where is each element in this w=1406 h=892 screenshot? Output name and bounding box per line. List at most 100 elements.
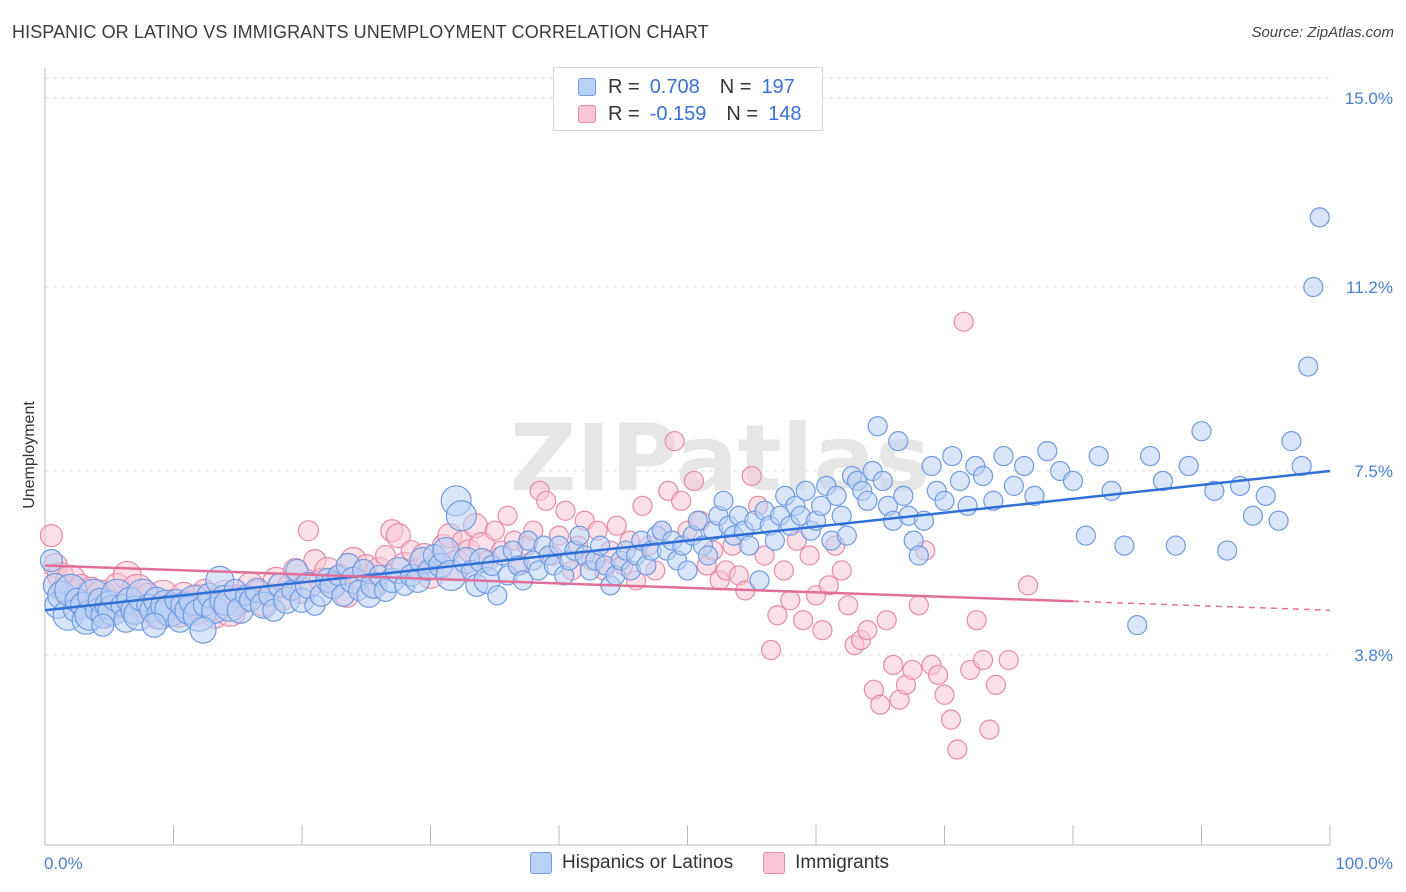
immigrants-point — [39, 524, 64, 548]
hispanics-point — [1075, 525, 1096, 546]
hispanics-point — [1152, 470, 1174, 492]
series-legend: Hispanics or Latinos Immigrants — [530, 852, 919, 874]
hispanics-point — [1281, 431, 1302, 452]
immigrants-point — [632, 495, 653, 516]
hispanics-point — [1303, 276, 1324, 298]
hispanics-trend-line — [44, 469, 1331, 612]
hispanics-point — [1114, 535, 1135, 556]
immigrants-point — [664, 431, 685, 452]
hispanics-point — [1037, 440, 1058, 462]
immigrants-point — [882, 654, 904, 676]
hispanics-point — [872, 470, 893, 492]
hispanics-point — [1242, 505, 1264, 526]
hispanics-point — [1309, 207, 1330, 228]
hispanics-point — [677, 560, 698, 581]
immigrants-point — [484, 520, 505, 541]
legend-n-label: N = — [726, 102, 759, 125]
immigrants-point — [857, 620, 878, 641]
y-tick-label: 15.0% — [1345, 89, 1393, 108]
series-label: Hispanics or Latinos — [562, 852, 734, 873]
immigrants-point — [767, 605, 788, 626]
immigrants-point — [985, 674, 1007, 695]
chart-title: HISPANIC OR LATINO VS IMMIGRANTS UNEMPLO… — [12, 22, 709, 42]
immigrants-point — [947, 739, 968, 760]
hispanics-point — [1014, 455, 1035, 477]
hispanics-point — [1062, 470, 1084, 492]
immigrants-point — [606, 515, 627, 536]
hispanics-point — [1268, 510, 1289, 531]
immigrants-point — [754, 545, 775, 566]
y-tick-labels: 3.8% 7.5% 11.2% 15.0% — [1345, 89, 1393, 665]
hispanics-point — [713, 490, 734, 511]
series-legend-immigrants[interactable]: Immigrants — [763, 852, 889, 874]
immigrants-point — [966, 610, 987, 631]
hispanics-point — [942, 445, 963, 467]
hispanics-point — [1101, 480, 1122, 501]
legend-row-immigrants: R = -0.159 N = 148 — [578, 101, 801, 127]
legend-swatch-pink — [578, 105, 596, 123]
hispanics-point — [1298, 356, 1319, 377]
immigrants-point — [1017, 575, 1039, 596]
y-tick-label: 7.5% — [1354, 462, 1393, 481]
hispanics-point — [1003, 475, 1024, 497]
hispanics-point — [687, 510, 708, 531]
immigrants-point — [870, 694, 891, 715]
immigrants-point — [953, 311, 974, 332]
y-tick-label: 3.8% — [1354, 646, 1393, 665]
immigrants-point — [670, 490, 692, 511]
immigrants-point — [773, 560, 794, 581]
immigrants-point — [741, 465, 762, 487]
hispanics-point — [445, 500, 477, 532]
hispanics-point — [826, 485, 847, 506]
hispanics-point — [91, 613, 115, 637]
legend-n-value: 197 — [761, 75, 795, 98]
hispanics-point — [1165, 535, 1186, 556]
immigrants-point — [908, 595, 929, 616]
legend-r-value: -0.159 — [649, 102, 707, 125]
legend-r-value: 0.708 — [649, 75, 700, 98]
immigrants-point — [979, 719, 1000, 740]
series-swatch-pink — [763, 852, 786, 874]
y-tick-label: 11.2% — [1346, 278, 1393, 297]
hispanics-point — [1024, 485, 1045, 506]
series-legend-hispanics[interactable]: Hispanics or Latinos — [530, 852, 733, 874]
immigrants-point — [793, 610, 814, 631]
immigrants-point — [831, 560, 852, 581]
hispanics-point — [908, 545, 929, 566]
hispanics-point — [569, 525, 590, 546]
series-swatch-blue — [530, 852, 552, 874]
legend-n-label: N = — [719, 75, 752, 98]
hispanics-point — [1255, 485, 1276, 506]
hispanics-point — [1291, 455, 1312, 477]
hispanics-point — [739, 535, 760, 556]
immigrants-point — [536, 490, 557, 511]
hispanics-point — [1217, 540, 1238, 561]
immigrants-point — [497, 505, 518, 526]
immigrants-point — [812, 620, 833, 641]
immigrants-point — [799, 545, 820, 566]
hispanics-point — [934, 490, 955, 511]
immigrants-trend-line — [44, 564, 1074, 603]
hispanics-point — [993, 445, 1014, 467]
hispanics-point — [836, 525, 857, 546]
trend-lines — [44, 469, 1331, 612]
immigrants-point — [998, 649, 1019, 671]
immigrants-point — [838, 595, 859, 616]
hispanics-point — [795, 480, 816, 501]
immigrants-point — [683, 470, 705, 492]
hispanics-point — [1191, 421, 1212, 442]
hispanics-point — [697, 545, 719, 566]
legend-swatch-blue — [578, 78, 596, 96]
immigrants-point — [934, 684, 955, 705]
immigrants-point — [818, 575, 839, 596]
axes — [44, 68, 1331, 846]
immigrants-point — [297, 520, 320, 542]
hispanics-point — [189, 616, 217, 644]
y-axis-label: Unemployment — [21, 401, 38, 509]
x-tick-labels: 0.0% 100.0% — [44, 854, 1393, 873]
hispanics-point — [1204, 480, 1225, 501]
hispanics-point — [867, 416, 888, 437]
hispanics-point — [957, 495, 978, 516]
legend-r-label: R = — [608, 102, 640, 125]
